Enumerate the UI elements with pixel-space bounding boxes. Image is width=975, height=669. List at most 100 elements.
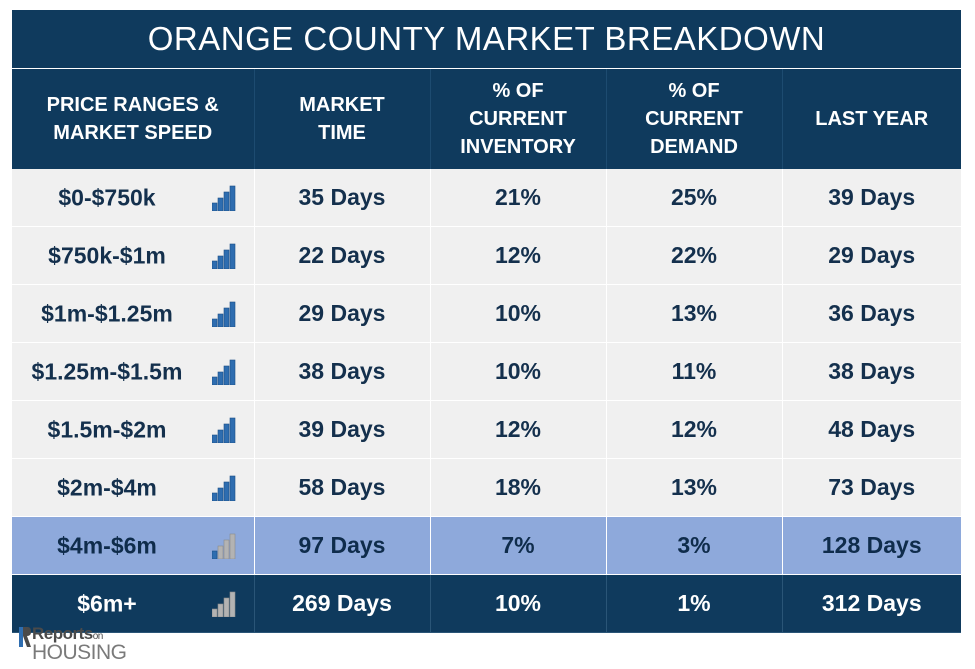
price-range-label: $1m-$1.25m	[41, 300, 173, 326]
last-year-cell: 39 Days	[782, 169, 961, 227]
market-time-cell: 35 Days	[254, 169, 431, 227]
header-line: % OF	[668, 80, 720, 102]
signal-bar	[223, 481, 230, 501]
inventory-cell: 10%	[430, 342, 607, 401]
logo-text-top: Reportson	[32, 624, 103, 644]
signal-bar	[217, 197, 224, 211]
table-row: $1.25m-$1.5m 38 Days 10% 11% 38 Days	[12, 342, 961, 401]
signal-bar	[223, 191, 230, 211]
header-price-ranges: PRICE RANGES & MARKET SPEED	[12, 69, 255, 169]
signal-bar	[217, 545, 224, 559]
demand-cell: 12%	[606, 400, 783, 459]
table-row: $6m+ 269 Days 10% 1% 312 Days	[12, 574, 961, 633]
logo-word-reports: Reports	[32, 624, 93, 643]
header-line: PRICE RANGES &	[46, 94, 219, 116]
demand-cell: 22%	[606, 226, 783, 285]
price-range-cell: $1m-$1.25m	[12, 284, 255, 343]
inventory-cell: 10%	[430, 574, 607, 633]
bar-signal-gray-icon	[212, 591, 236, 617]
header-row: PRICE RANGES & MARKET SPEED MARKET TIME …	[12, 69, 961, 169]
table-row: $2m-$4m 58 Days 18% 13% 73 Days	[12, 458, 961, 517]
signal-bar	[212, 260, 218, 269]
bar-signal-blue-icon	[212, 417, 236, 443]
price-range-cell: $1.5m-$2m	[12, 400, 255, 459]
market-breakdown-table: PRICE RANGES & MARKET SPEED MARKET TIME …	[12, 69, 961, 633]
signal-bar	[229, 185, 236, 211]
last-year-cell: 312 Days	[782, 574, 961, 633]
signal-bar	[217, 371, 224, 385]
signal-bar	[212, 550, 218, 559]
last-year-cell: 36 Days	[782, 284, 961, 343]
inventory-cell: 12%	[430, 226, 607, 285]
signal-bar	[223, 423, 230, 443]
price-range-cell: $1.25m-$1.5m	[12, 342, 255, 401]
signal-bar	[229, 359, 236, 385]
market-time-cell: 97 Days	[254, 516, 431, 575]
signal-bar	[229, 591, 236, 617]
table-row: $1.5m-$2m 39 Days 12% 12% 48 Days	[12, 400, 961, 459]
last-year-cell: 48 Days	[782, 400, 961, 459]
demand-cell: 13%	[606, 458, 783, 517]
signal-bar	[212, 608, 218, 617]
market-time-cell: 29 Days	[254, 284, 431, 343]
market-time-cell: 39 Days	[254, 400, 431, 459]
demand-cell: 3%	[606, 516, 783, 575]
last-year-cell: 73 Days	[782, 458, 961, 517]
header-demand: % OF CURRENT DEMAND	[606, 69, 783, 169]
signal-bar	[229, 301, 236, 327]
market-time-cell: 58 Days	[254, 458, 431, 517]
bar-signal-blue-icon	[212, 301, 236, 327]
last-year-cell: 38 Days	[782, 342, 961, 401]
signal-bar	[223, 539, 230, 559]
inventory-cell: 7%	[430, 516, 607, 575]
bar-signal-blue-icon	[212, 359, 236, 385]
price-range-label: $6m+	[77, 590, 137, 616]
table-row: $4m-$6m 97 Days 7% 3% 128 Days	[12, 516, 961, 575]
signal-bar	[217, 255, 224, 269]
signal-bar	[223, 249, 230, 269]
signal-bar	[229, 417, 236, 443]
signal-bar	[223, 365, 230, 385]
header-line: MARKET	[299, 94, 385, 116]
bar-signal-gray-icon	[212, 533, 236, 559]
page-title: ORANGE COUNTY MARKET BREAKDOWN	[12, 10, 961, 68]
reports-on-housing-logo: Reportson HOUSING	[18, 624, 148, 664]
signal-bar	[212, 376, 218, 385]
price-range-label: $0-$750k	[58, 184, 156, 210]
signal-bar	[223, 307, 230, 327]
signal-bar	[212, 318, 218, 327]
price-range-cell: $750k-$1m	[12, 226, 255, 285]
signal-bar	[229, 475, 236, 501]
price-range-label: $1.5m-$2m	[47, 416, 167, 442]
price-range-cell: $4m-$6m	[12, 516, 255, 575]
header-line: CURRENT	[645, 108, 743, 130]
header-market-time: MARKET TIME	[254, 69, 431, 169]
header-line: CURRENT	[469, 108, 567, 130]
market-time-cell: 22 Days	[254, 226, 431, 285]
demand-cell: 11%	[606, 342, 783, 401]
inventory-cell: 21%	[430, 169, 607, 227]
signal-bar	[217, 313, 224, 327]
signal-bar	[212, 434, 218, 443]
price-range-cell: $2m-$4m	[12, 458, 255, 517]
logo-word-on: on	[92, 631, 104, 642]
signal-bar	[223, 597, 230, 617]
table-row: $750k-$1m 22 Days 12% 22% 29 Days	[12, 226, 961, 285]
price-range-cell: $6m+	[12, 574, 255, 633]
market-time-cell: 269 Days	[254, 574, 431, 633]
header-line: % OF	[492, 80, 544, 102]
signal-bar	[217, 429, 224, 443]
logo-mark-icon	[19, 627, 31, 647]
inventory-cell: 18%	[430, 458, 607, 517]
price-range-label: $750k-$1m	[48, 242, 166, 268]
header-line: LAST YEAR	[815, 108, 929, 130]
inventory-cell: 12%	[430, 400, 607, 459]
market-time-cell: 38 Days	[254, 342, 431, 401]
bar-signal-blue-icon	[212, 185, 236, 211]
header-line: TIME	[318, 122, 366, 144]
demand-cell: 1%	[606, 574, 783, 633]
bar-signal-blue-icon	[212, 243, 236, 269]
price-range-cell: $0-$750k	[12, 169, 255, 227]
table-row: $0-$750k 35 Days 21% 25% 39 Days	[12, 169, 961, 227]
header-last-year: LAST YEAR	[782, 69, 961, 169]
